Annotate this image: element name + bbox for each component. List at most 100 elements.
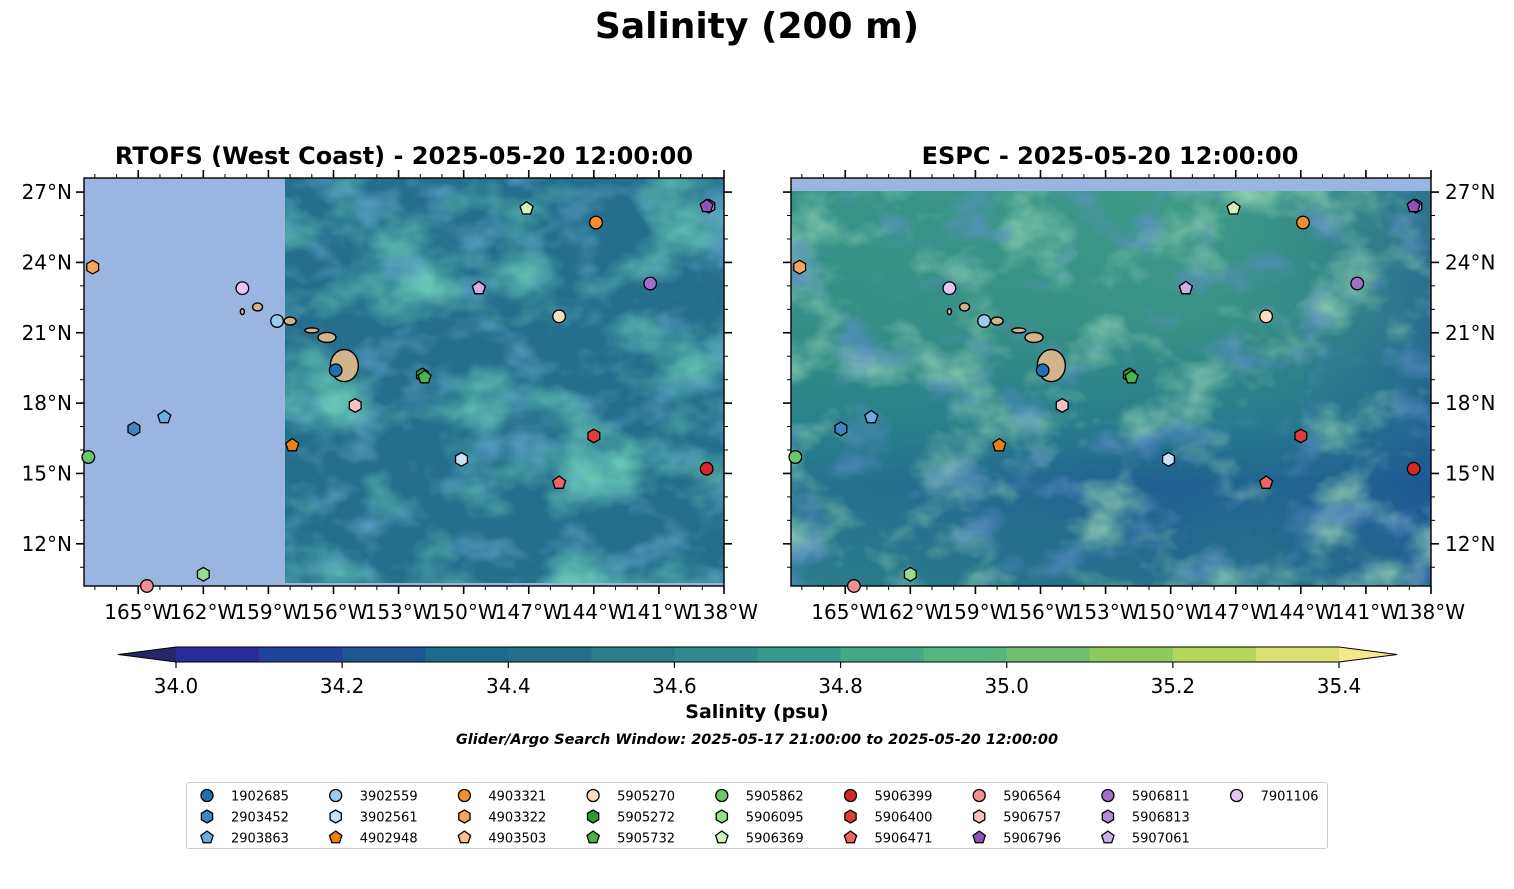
- float-marker-5906369: [1226, 200, 1241, 215]
- float-marker-5905862: [81, 450, 96, 464]
- plot-frame: [83, 177, 725, 587]
- float-marker-5906811: [1350, 276, 1365, 291]
- legend-marker-5906471: [843, 830, 858, 844]
- float-marker-4903322: [793, 259, 807, 275]
- legend-label: 5905270: [617, 790, 675, 805]
- legend-label: 5907061: [1132, 832, 1190, 847]
- colorbar-level: [1172, 647, 1257, 662]
- colorbar-extend-low: [118, 647, 176, 662]
- y-tick-label: 18°N: [22, 391, 72, 415]
- y-tick-label: 15°N: [22, 461, 72, 485]
- legend-label: 5906811: [1132, 790, 1190, 805]
- island-shape: [251, 302, 264, 312]
- colorbar-level: [923, 647, 1008, 662]
- float-marker-5906095: [903, 566, 917, 582]
- float-marker-5905862: [788, 450, 803, 464]
- salinity-field-rtofs: [285, 178, 724, 583]
- x-tick-label: 150°W: [1137, 600, 1205, 624]
- float-marker-5906564: [139, 579, 154, 593]
- island-shape: [283, 316, 297, 326]
- panel-title-espc: ESPC - 2025-05-20 12:00:00: [921, 142, 1299, 170]
- legend-label: 1902685: [231, 790, 289, 805]
- island-shape: [317, 331, 337, 344]
- legend-label: 5905732: [617, 832, 675, 847]
- legend-label: 5906813: [1132, 811, 1190, 826]
- float-marker-5906796: [699, 198, 714, 213]
- legend-marker-2903863: [200, 830, 214, 844]
- float-marker-4903321: [589, 215, 603, 230]
- y-tick-label: 24°N: [1445, 250, 1495, 274]
- legend-label: 5906399: [875, 790, 933, 805]
- colorbar-level: [1255, 647, 1340, 662]
- float-marker-5906400: [587, 428, 601, 444]
- float-marker-4903321: [1296, 215, 1310, 230]
- x-tick-label: 156°W: [300, 600, 368, 624]
- float-marker-1902685: [1035, 363, 1050, 378]
- legend-label: 4903322: [488, 811, 546, 826]
- legend-marker-5906796: [972, 830, 987, 844]
- legend-markers: 1902685 2903452 2903863 3902559 3902561 49029…: [200, 788, 1319, 847]
- x-tick-label: 156°W: [1007, 600, 1075, 624]
- legend-marker-5906811: [1101, 788, 1115, 803]
- x-tick-label: 144°W: [560, 600, 628, 624]
- legend-label: 2903863: [231, 832, 289, 847]
- y-tick-label: 21°N: [22, 321, 72, 345]
- colorbar-level: [757, 647, 842, 662]
- colorbar-level: [1006, 647, 1091, 662]
- x-tick-label: 138°W: [690, 600, 758, 624]
- legend-marker-4903503: [457, 830, 472, 844]
- colorbar-level: [259, 647, 343, 662]
- y-tick-label: 15°N: [1445, 461, 1495, 485]
- legend-marker-5906813: [1101, 809, 1115, 824]
- colorbar-tick-label: 35.0: [984, 674, 1029, 698]
- float-marker-5905732: [417, 369, 432, 384]
- legend-marker-5906564: [972, 788, 986, 803]
- legend-label: 5905272: [617, 811, 675, 826]
- x-tick-label: 147°W: [495, 600, 563, 624]
- legend-marker-5905732: [586, 830, 601, 844]
- map-panel-rtofs: [84, 178, 724, 586]
- salinity-field-espc: [791, 178, 1431, 586]
- legend-label: 4903503: [488, 832, 546, 847]
- colorbar-level: [674, 647, 758, 662]
- legend-marker-4902948: [328, 830, 343, 844]
- legend-label: 5906400: [875, 811, 933, 826]
- colorbar-tick-label: 34.6: [652, 674, 697, 698]
- legend-label: 5906796: [1003, 832, 1061, 847]
- float-marker-5906811: [643, 276, 658, 291]
- island-shape: [239, 307, 246, 316]
- float-marker-5905732: [1124, 369, 1139, 384]
- legend-label: 5906471: [875, 832, 933, 847]
- legend-label: 5905862: [746, 790, 804, 805]
- colorbar-tick-label: 34.8: [818, 674, 863, 698]
- float-marker-5906757: [1055, 397, 1069, 414]
- x-tick-label: 159°W: [941, 600, 1009, 624]
- y-tick-label: 27°N: [1445, 180, 1495, 204]
- x-tick-label: 141°W: [625, 600, 693, 624]
- float-marker-5906399: [699, 461, 714, 476]
- x-tick-label: 144°W: [1267, 600, 1335, 624]
- legend-label: 2903452: [231, 811, 289, 826]
- legend-marker-5905272: [586, 809, 600, 824]
- legend-label: 5906369: [746, 832, 804, 847]
- x-tick-label: 165°W: [104, 600, 172, 624]
- search-window-note: Glider/Argo Search Window: 2025-05-17 21…: [455, 732, 1059, 748]
- colorbar-level: [425, 647, 509, 662]
- float-marker-5906400: [1294, 428, 1308, 444]
- float-marker-4902948: [285, 437, 300, 452]
- colorbar-level: [1089, 647, 1174, 662]
- island-shape: [1011, 327, 1027, 334]
- panel-title-rtofs: RTOFS (West Coast) - 2025-05-20 12:00:00: [114, 142, 694, 170]
- float-marker-2903452: [834, 421, 848, 437]
- colorbar-level: [591, 647, 675, 662]
- x-tick-label: 153°W: [1072, 600, 1140, 624]
- island-shape: [990, 316, 1004, 326]
- legend-marker-5906399: [843, 788, 858, 803]
- legend-label: 5906095: [746, 811, 804, 826]
- legend-marker-5907061: [1100, 830, 1115, 844]
- legend-marker-5905862: [715, 788, 729, 803]
- island-shape: [946, 307, 953, 316]
- y-tick-label: 12°N: [1445, 532, 1495, 556]
- legend-marker-5906369: [714, 830, 729, 844]
